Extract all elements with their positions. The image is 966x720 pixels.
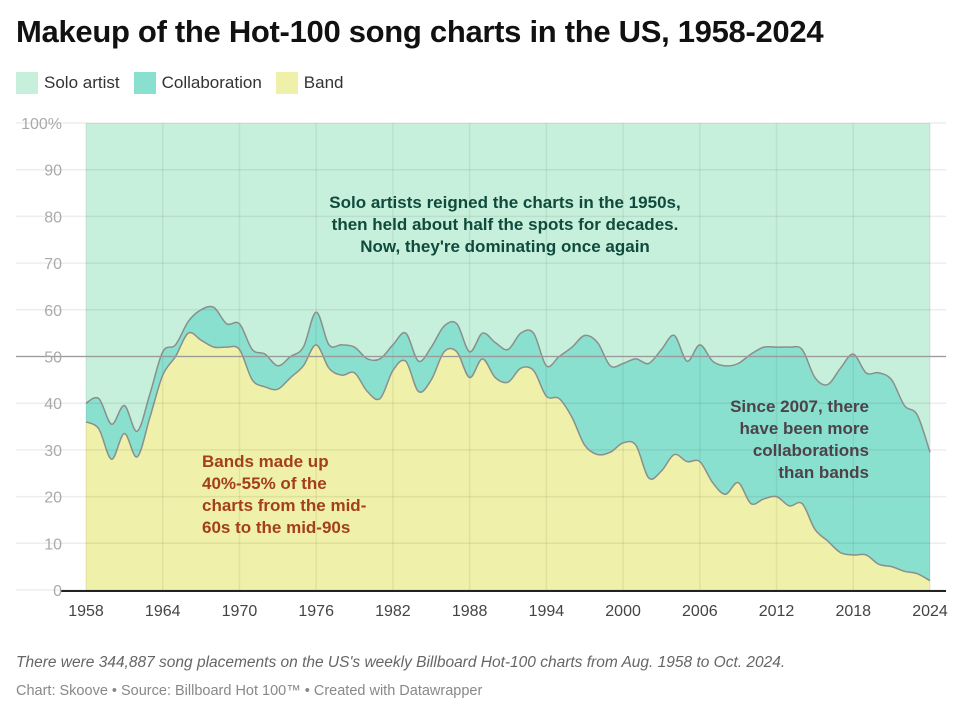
y-tick-label: 10 [44,536,62,553]
legend-swatch-solo [16,72,38,94]
legend-item-band: Band [275,72,344,94]
legend-swatch-collaboration [133,72,156,94]
annotation-line: have been more [739,419,869,438]
annotation-line: than bands [778,463,869,482]
boundary-line-collaboration [85,305,931,453]
x-tick-label: 1958 [68,603,104,620]
annotation-line: Now, they're dominating once again [360,237,650,256]
footer-note: There were 344,887 song placements on th… [16,654,786,671]
y-tick-label: 50 [44,350,62,367]
annotation-line: Since 2007, there [730,397,869,416]
x-tick-label: 2024 [912,603,948,620]
y-tick-label: 0 [53,583,62,600]
boundary-line-band [85,331,931,582]
legend-item-collaboration: Collaboration [133,72,262,94]
x-tick-label: 1970 [222,603,258,620]
x-tick-label: 2012 [759,603,795,620]
annotation-solo: Solo artists reigned the charts in the 1… [280,192,730,258]
annotation-line: collaborations [752,441,869,460]
x-tick-label: 2000 [605,603,641,620]
y-tick-label: 90 [44,163,62,180]
annotation-line: then held about half the spots for decad… [331,215,679,234]
annotation-line: charts from the mid- [202,496,367,515]
y-tick-label: 40 [44,396,62,413]
x-tick-label: 1964 [145,603,181,620]
legend-label: Collaboration [161,73,262,92]
annotation-line: Solo artists reigned the charts in the 1… [329,193,681,212]
y-tick-label: 70 [44,256,62,273]
area-band [86,332,930,590]
chart-title: Makeup of the Hot-100 song charts in the… [16,14,824,49]
annotation-band: Bands made up 40%-55% of the charts from… [202,451,366,539]
legend-label: Solo artist [44,73,120,92]
legend-label: Band [303,73,344,92]
legend-item-solo: Solo artist [16,72,120,94]
annotation-line: 60s to the mid-90s [202,518,351,537]
x-tick-label: 1982 [375,603,411,620]
x-tick-label: 1988 [452,603,488,620]
y-tick-label: 30 [44,443,62,460]
y-tick-label: 60 [44,303,62,320]
y-tick-label: 80 [44,209,62,226]
footer-credits: Chart: Skoove • Source: Billboard Hot 10… [16,683,483,699]
x-tick-label: 1976 [298,603,334,620]
legend-swatch-band [275,72,298,94]
area-collaboration [86,306,930,581]
x-tick-label: 2018 [835,603,871,620]
annotation-line: 40%-55% of the [202,474,327,493]
x-tick-label: 2006 [682,603,718,620]
y-tick-label: 100% [21,116,62,133]
legend: Solo artist Collaboration Band [16,72,343,94]
x-tick-label: 1994 [529,603,565,620]
annotation-line: Bands made up [202,452,329,471]
annotation-collaboration: Since 2007, there have been more collabo… [668,396,869,484]
y-tick-label: 20 [44,490,62,507]
